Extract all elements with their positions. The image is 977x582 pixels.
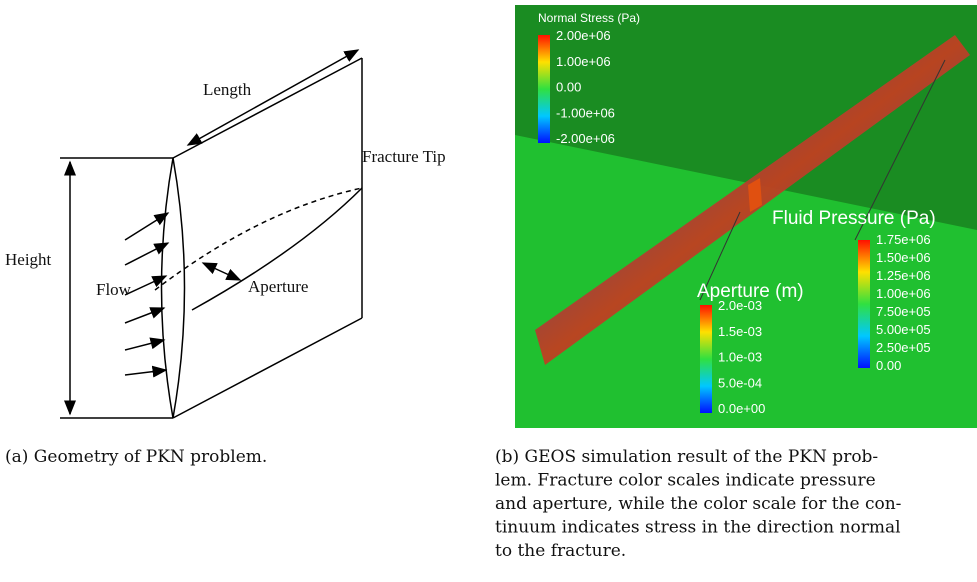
- colorbar-label: 5.00e+05: [876, 322, 931, 337]
- colorbar-label: 1.00e+06: [876, 286, 931, 301]
- caption-b: (b) GEOS simulation result of the PKN pr…: [495, 447, 901, 561]
- colorbar-label: 2.50e+05: [876, 340, 931, 355]
- colorbar-label: 1.0e-03: [718, 350, 762, 365]
- geometry-diagram: Length Height Flow Aperture Fracture Tip: [5, 50, 446, 418]
- colorbar-label: 1.5e-03: [718, 324, 762, 339]
- colorbar-title: Fluid Pressure (Pa): [772, 208, 936, 229]
- colorbar-label: 1.00e+06: [556, 54, 611, 69]
- aperture-label: Aperture: [248, 277, 308, 296]
- length-label: Length: [203, 80, 252, 99]
- caption-line: lem. Fracture color scales indicate pres…: [495, 471, 876, 491]
- caption-line: and aperture, while the color scale for …: [495, 494, 901, 514]
- colorbar-title: Normal Stress (Pa): [538, 11, 640, 25]
- colorbar-label: 1.25e+06: [876, 268, 931, 283]
- caption-line: to the fracture.: [495, 541, 626, 561]
- colorbar-label: 1.75e+06: [876, 232, 931, 247]
- colorbar-label: 2.0e-03: [718, 298, 762, 313]
- caption-line: (b) GEOS simulation result of the PKN pr…: [495, 447, 878, 467]
- caption-line: tinuum indicates stress in the direction…: [495, 518, 901, 538]
- colorbar-label: 0.00: [556, 80, 581, 95]
- colorbar-label: 0.00: [876, 358, 901, 373]
- colorbar-label: 5.0e-04: [718, 375, 762, 390]
- colorbar-label: 7.50e+05: [876, 304, 931, 319]
- figure: Length Height Flow Aperture Fracture Tip…: [0, 0, 977, 582]
- colorbar-label: 0.0e+00: [718, 401, 765, 416]
- colorbar-label: 2.00e+06: [556, 28, 611, 43]
- colorbar-label: -2.00e+06: [556, 131, 615, 146]
- fracture-tip-label: Fracture Tip: [362, 147, 446, 166]
- caption-a: (a) Geometry of PKN problem.: [5, 447, 267, 467]
- height-label: Height: [5, 250, 52, 269]
- colorbar-label: -1.00e+06: [556, 105, 615, 120]
- colorbar-label: 1.50e+06: [876, 250, 931, 265]
- flow-label: Flow: [96, 280, 132, 299]
